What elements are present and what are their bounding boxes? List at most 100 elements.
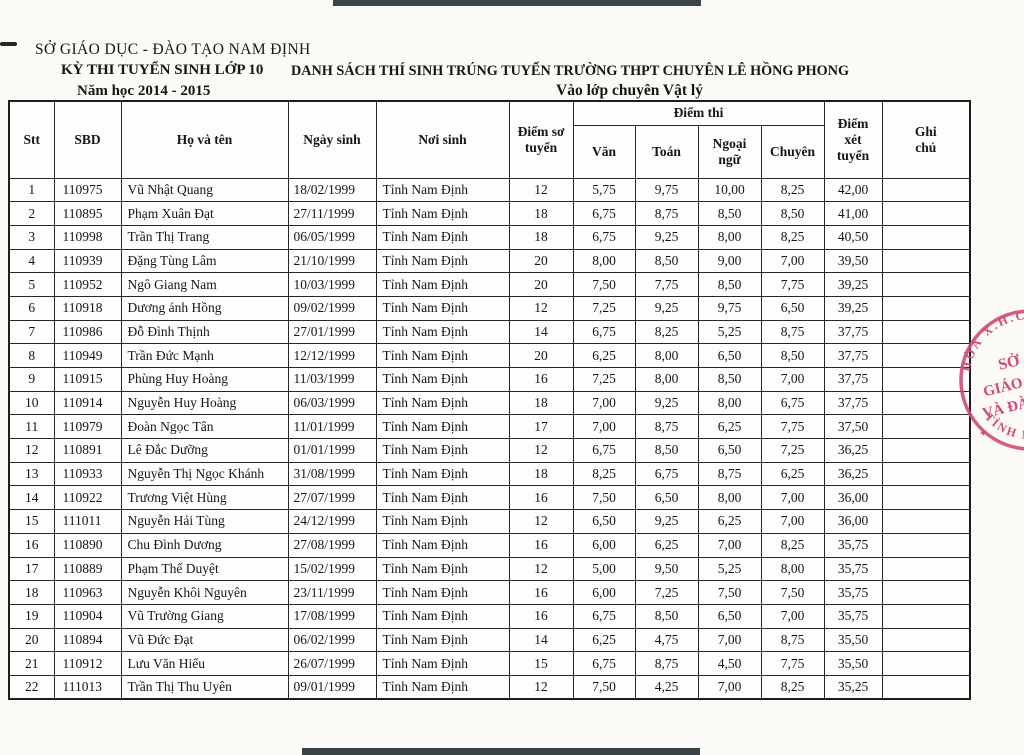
cell-toan: 9,25	[634, 224, 699, 250]
cell-name: Đặng Tùng Lâm	[120, 248, 289, 274]
cell-ghi_chu	[881, 532, 971, 558]
cell-name: Vũ Đức Đạt	[120, 627, 289, 653]
cell-van: 6,50	[572, 509, 636, 534]
table-row: 21 110912 Lưu Văn Hiểu 26/07/1999 Tỉnh Nam Đ…	[8, 651, 971, 676]
col-header-name: Họ và tên	[120, 100, 289, 179]
cell-ghi_chu	[881, 603, 971, 629]
cell-toan: 7,25	[634, 580, 699, 605]
cell-van: 6,75	[572, 603, 636, 629]
col-header-diem-thi: Điểm thi	[572, 100, 825, 126]
cell-ngoai_ngu: 8,00	[697, 390, 762, 416]
cell-stt: 15	[8, 509, 55, 534]
cell-stt: 12	[8, 438, 55, 463]
cell-xet_tuyen: 39,25	[823, 272, 883, 297]
table-row: 15 111011 Nguyễn Hải Tùng 24/12/1999 Tỉnh Na…	[8, 509, 971, 534]
cell-pob: Tỉnh Nam Định	[375, 603, 510, 629]
cell-sbd: 111013	[53, 674, 122, 700]
cell-xet_tuyen: 37,75	[823, 319, 883, 345]
cell-name: Dương ánh Hồng	[120, 295, 289, 321]
cell-name: Trương Việt Hùng	[120, 485, 289, 511]
cell-sbd: 110891	[53, 438, 122, 463]
cell-chuyen: 7,00	[760, 509, 825, 534]
cell-toan: 9,25	[634, 390, 699, 416]
cell-ghi_chu	[881, 295, 971, 321]
cell-stt: 2	[8, 201, 55, 226]
cell-dob: 12/12/1999	[287, 343, 377, 368]
cell-xet_tuyen: 37,75	[823, 343, 883, 368]
cell-xet_tuyen: 37,75	[823, 367, 883, 392]
col-header-toan: Toán	[634, 124, 699, 179]
cell-dob: 27/08/1999	[287, 532, 377, 558]
cell-xet_tuyen: 35,75	[823, 556, 883, 582]
cell-sbd: 110890	[53, 532, 122, 558]
table-row: 20 110894 Vũ Đức Đạt 06/02/1999 Tỉnh Nam Địn…	[8, 627, 971, 653]
cell-dob: 11/01/1999	[287, 414, 377, 440]
cell-ngoai_ngu: 6,50	[697, 343, 762, 368]
cell-dob: 06/05/1999	[287, 224, 377, 250]
cell-dob: 21/10/1999	[287, 248, 377, 274]
cell-toan: 9,25	[634, 509, 699, 534]
cell-chuyen: 6,75	[760, 390, 825, 416]
cell-stt: 19	[8, 603, 55, 629]
cell-xet_tuyen: 35,50	[823, 627, 883, 653]
cell-so_tuyen: 18	[508, 390, 574, 416]
cell-so_tuyen: 20	[508, 343, 574, 368]
table-row: 12 110891 Lê Đắc Dưỡng 01/01/1999 Tỉnh Nam Đ…	[8, 438, 971, 463]
cell-ghi_chu	[881, 485, 971, 511]
cell-chuyen: 8,25	[760, 674, 825, 700]
table-row: 16 110890 Chu Đình Dương 27/08/1999 Tỉnh Nam…	[8, 532, 971, 558]
cell-dob: 17/08/1999	[287, 603, 377, 629]
cell-ghi_chu	[881, 651, 971, 676]
cell-name: Trần Đức Mạnh	[120, 343, 289, 368]
cell-stt: 5	[8, 272, 55, 297]
cell-name: Phùng Huy Hoàng	[120, 367, 289, 392]
table-row: 9 110915 Phùng Huy Hoàng 11/03/1999 Tỉnh Nam…	[8, 367, 971, 392]
cell-so_tuyen: 16	[508, 485, 574, 511]
scan-artifact-bottom-bar	[302, 748, 700, 755]
cell-stt: 3	[8, 224, 55, 250]
cell-toan: 8,50	[634, 438, 699, 463]
table-row: 4 110939 Đặng Tùng Lâm 21/10/1999 Tỉnh Nam Đ…	[8, 248, 971, 274]
cell-xet_tuyen: 36,25	[823, 438, 883, 463]
cell-pob: Tỉnh Nam Định	[375, 201, 510, 226]
table-row: 18 110963 Nguyễn Khôi Nguyên 23/11/1999 Tỉnh…	[8, 580, 971, 605]
cell-name: Nguyễn Khôi Nguyên	[120, 580, 289, 605]
cell-chuyen: 7,75	[760, 414, 825, 440]
cell-stt: 18	[8, 580, 55, 605]
cell-toan: 4,25	[634, 674, 699, 700]
list-title: DANH SÁCH THÍ SINH TRÚNG TUYỂN TRƯỜNG TH…	[291, 63, 850, 79]
col-header-sbd: SBD	[53, 100, 122, 179]
cell-van: 6,75	[572, 651, 636, 676]
cell-sbd: 110894	[53, 627, 122, 653]
cell-van: 6,75	[572, 438, 636, 463]
cell-toan: 8,50	[634, 603, 699, 629]
cell-ngoai_ngu: 6,50	[697, 603, 762, 629]
cell-stt: 17	[8, 556, 55, 582]
cell-van: 7,50	[572, 674, 636, 700]
cell-ngoai_ngu: 6,25	[697, 414, 762, 440]
cell-ghi_chu	[881, 224, 971, 250]
cell-so_tuyen: 12	[508, 295, 574, 321]
cell-name: Đỗ Đình Thịnh	[120, 319, 289, 345]
cell-stt: 9	[8, 367, 55, 392]
cell-so_tuyen: 16	[508, 580, 574, 605]
stamp-star-icon: ✦	[978, 427, 988, 439]
cell-pob: Tỉnh Nam Định	[375, 627, 510, 653]
cell-ghi_chu	[881, 509, 971, 534]
cell-ghi_chu	[881, 319, 971, 345]
cell-sbd: 110918	[53, 295, 122, 321]
cell-chuyen: 7,75	[760, 272, 825, 297]
cell-ngoai_ngu: 8,00	[697, 224, 762, 250]
col-header-dob: Ngày sinh	[287, 100, 377, 179]
cell-ghi_chu	[881, 390, 971, 416]
cell-chuyen: 8,00	[760, 556, 825, 582]
cell-ghi_chu	[881, 343, 971, 368]
cell-toan: 9,50	[634, 556, 699, 582]
cell-stt: 20	[8, 627, 55, 653]
cell-stt: 16	[8, 532, 55, 558]
cell-toan: 8,75	[634, 201, 699, 226]
cell-so_tuyen: 14	[508, 319, 574, 345]
cell-pob: Tỉnh Nam Định	[375, 272, 510, 297]
cell-name: Chu Đình Dương	[120, 532, 289, 558]
cell-van: 6,75	[572, 201, 636, 226]
